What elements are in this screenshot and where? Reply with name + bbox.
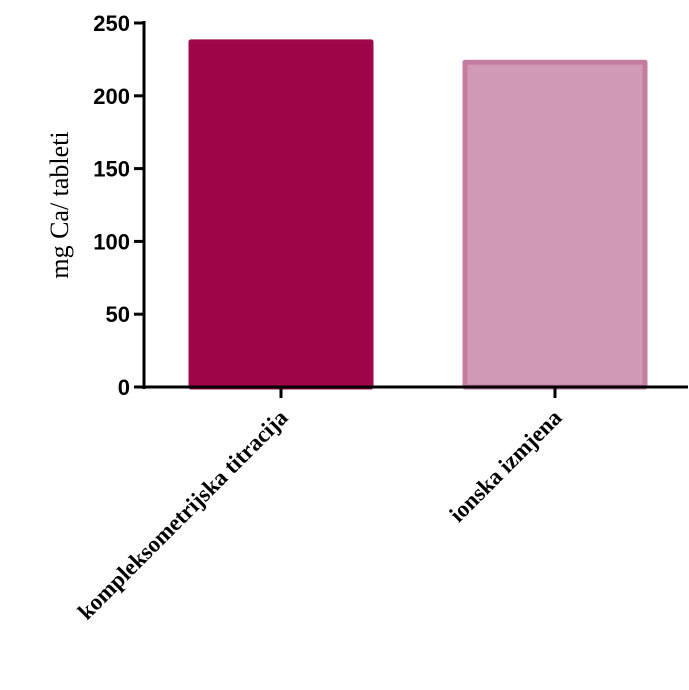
y-axis-title: mg Ca/ tableti bbox=[45, 131, 74, 278]
bars bbox=[188, 39, 648, 390]
y-tick-label: 50 bbox=[106, 302, 130, 327]
bar-2 bbox=[462, 59, 648, 390]
x-category-label: kompleksometrijska titracija bbox=[73, 405, 293, 625]
y-tick-label: 250 bbox=[93, 11, 130, 36]
y-tick-label: 200 bbox=[93, 84, 130, 109]
x-axis-ticks: kompleksometrijska titracija ionska izmje… bbox=[73, 387, 567, 624]
bar-1 bbox=[188, 39, 374, 390]
y-tick-label: 100 bbox=[93, 229, 130, 254]
x-category-label: ionska izmjena bbox=[444, 405, 566, 527]
y-axis-ticks: 0 50 100 150 200 250 bbox=[93, 11, 144, 400]
y-tick-label: 150 bbox=[93, 157, 130, 182]
y-tick-label: 0 bbox=[118, 375, 130, 400]
